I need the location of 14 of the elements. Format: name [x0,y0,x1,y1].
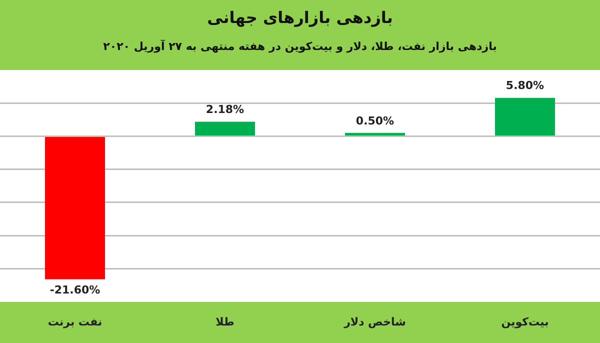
data-label: 2.18% [206,103,244,116]
bar [495,98,555,136]
x-tick-label: نفت برنت [48,315,102,328]
x-tick-label: بیت‌کوین [501,315,549,328]
chart-title: بازدهی بازارهای جهانی [206,8,394,27]
x-tick-label: شاخص دلار [343,315,406,328]
data-label: 5.80% [506,79,544,92]
data-label: -21.60% [50,284,100,297]
bar [195,122,255,136]
chart-subtitle: بازدهی بازار نفت، طلا، دلار و بیت‌کوین در هفته منتهی به ۲۷ آوریل ۲۰۲۰ [102,40,498,53]
data-label: 0.50% [356,114,394,128]
bar [45,136,105,280]
x-tick-label: طلا [216,315,234,328]
bar [345,132,405,136]
